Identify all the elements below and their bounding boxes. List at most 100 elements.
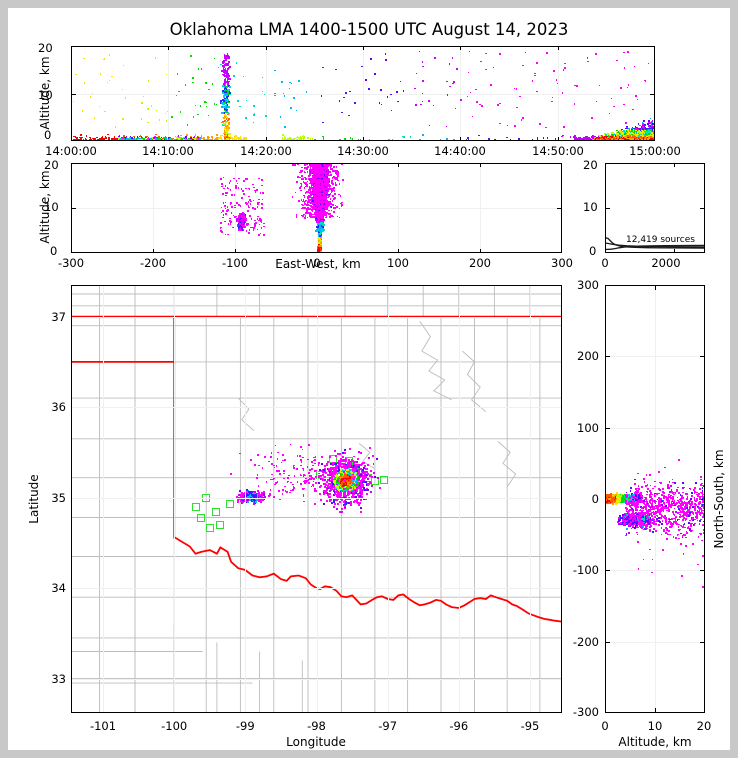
source-point bbox=[217, 138, 220, 141]
source-point bbox=[83, 82, 86, 84]
source-point bbox=[378, 102, 381, 104]
source-point bbox=[123, 134, 125, 137]
source-point bbox=[203, 138, 206, 140]
source-point bbox=[390, 93, 392, 96]
source-point bbox=[98, 138, 100, 141]
source-point bbox=[339, 139, 341, 141]
source-point bbox=[386, 96, 389, 98]
source-point bbox=[282, 138, 285, 141]
source-point bbox=[226, 69, 228, 72]
source-point bbox=[588, 137, 590, 140]
source-point bbox=[133, 138, 135, 140]
source-point bbox=[233, 75, 235, 77]
source-point bbox=[459, 140, 462, 141]
source-point bbox=[391, 139, 394, 141]
source-point bbox=[224, 72, 227, 74]
source-point bbox=[335, 68, 337, 71]
source-point bbox=[105, 136, 108, 139]
source-point bbox=[204, 101, 206, 103]
source-point bbox=[588, 136, 591, 139]
source-point bbox=[163, 136, 165, 139]
source-point bbox=[100, 140, 102, 141]
source-point bbox=[622, 137, 625, 139]
source-point bbox=[446, 80, 448, 83]
source-point bbox=[184, 84, 187, 86]
source-point bbox=[99, 73, 102, 75]
source-point bbox=[176, 73, 179, 75]
source-point bbox=[396, 140, 399, 141]
source-point bbox=[158, 136, 160, 138]
source-point bbox=[522, 117, 524, 119]
source-point bbox=[114, 139, 116, 141]
source-point bbox=[472, 140, 474, 141]
source-point bbox=[166, 110, 169, 113]
source-point bbox=[196, 135, 199, 138]
source-point bbox=[226, 106, 229, 108]
source-point bbox=[481, 105, 483, 107]
source-point bbox=[595, 53, 597, 55]
source-point bbox=[286, 137, 289, 140]
source-point bbox=[475, 88, 477, 91]
source-point bbox=[490, 84, 492, 86]
source-point bbox=[300, 138, 303, 141]
source-point bbox=[220, 105, 223, 108]
source-point bbox=[228, 122, 230, 125]
source-point bbox=[93, 138, 95, 140]
source-point bbox=[485, 52, 487, 55]
source-point bbox=[99, 137, 101, 140]
tickmark bbox=[398, 249, 400, 253]
source-point bbox=[351, 139, 354, 141]
source-point bbox=[595, 100, 598, 103]
source-point bbox=[414, 140, 416, 141]
gridline-v bbox=[363, 46, 364, 141]
source-point bbox=[518, 139, 521, 141]
source-point bbox=[448, 63, 451, 65]
source-point bbox=[221, 134, 223, 137]
source-point bbox=[224, 134, 227, 137]
source-point bbox=[414, 87, 416, 90]
source-point bbox=[156, 138, 158, 140]
source-point bbox=[509, 139, 512, 141]
source-point bbox=[228, 133, 231, 135]
source-point bbox=[228, 60, 231, 63]
source-point bbox=[227, 63, 230, 65]
source-point bbox=[642, 120, 645, 123]
source-point bbox=[608, 112, 611, 115]
source-point bbox=[644, 123, 646, 126]
source-point bbox=[289, 81, 291, 84]
source-point bbox=[606, 138, 609, 140]
source-point bbox=[513, 87, 516, 90]
source-point bbox=[183, 140, 186, 141]
source-point bbox=[108, 137, 110, 139]
source-point bbox=[290, 138, 293, 141]
source-point bbox=[244, 136, 246, 139]
source-point bbox=[91, 137, 94, 140]
source-point bbox=[155, 140, 158, 141]
source-point bbox=[580, 138, 582, 140]
tickmark bbox=[71, 93, 76, 95]
source-point bbox=[174, 140, 176, 141]
source-point bbox=[627, 84, 630, 86]
source-point bbox=[90, 139, 93, 141]
source-point bbox=[589, 137, 592, 140]
tickmark bbox=[650, 93, 655, 95]
source-point bbox=[224, 89, 227, 92]
source-point bbox=[103, 138, 105, 140]
source-point bbox=[206, 138, 209, 140]
source-point bbox=[140, 118, 143, 120]
source-point bbox=[223, 117, 225, 119]
source-point bbox=[536, 139, 539, 141]
source-point bbox=[577, 136, 580, 139]
source-point bbox=[218, 137, 221, 139]
source-point bbox=[213, 103, 216, 105]
source-point bbox=[88, 139, 91, 141]
source-point bbox=[233, 138, 235, 140]
source-point bbox=[226, 79, 229, 82]
source-point bbox=[226, 57, 229, 60]
source-point bbox=[113, 138, 115, 140]
source-point bbox=[574, 84, 576, 87]
source-point bbox=[644, 80, 647, 82]
source-point bbox=[281, 81, 283, 83]
source-point bbox=[223, 105, 226, 108]
source-point bbox=[85, 135, 88, 137]
